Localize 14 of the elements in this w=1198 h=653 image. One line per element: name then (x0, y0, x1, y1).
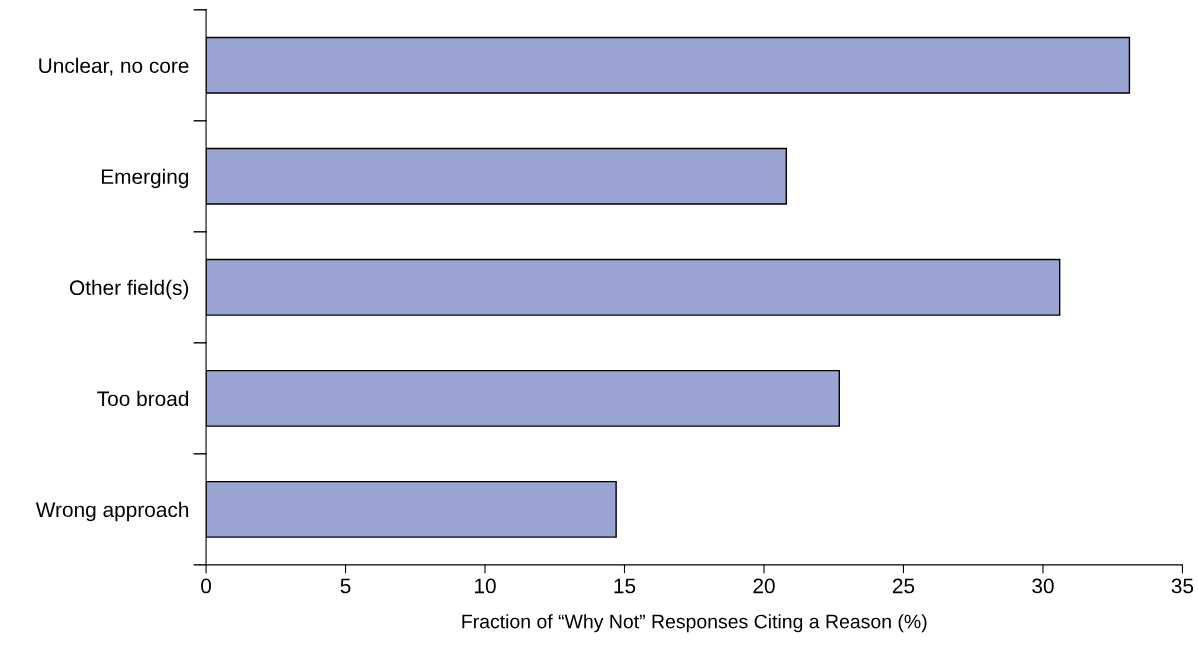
x-tick-label: 35 (1171, 578, 1194, 594)
y-tick-label: Other field(s) (69, 279, 189, 300)
y-tick-label: Emerging (101, 168, 189, 189)
x-tick-label: 25 (892, 578, 915, 594)
x-tick-label: 10 (475, 578, 496, 594)
y-tick-label: Wrong approach (35, 501, 189, 522)
x-tick-label: 30 (1032, 578, 1054, 594)
y-tick-label: Too broad (97, 390, 189, 407)
x-axis-title: Fraction of “Why Not” Responses Citing a Reason (%) (462, 614, 927, 633)
x-tick-label: 15 (614, 578, 636, 594)
x-tick-label: 0 (201, 578, 212, 594)
x-tick-label: 5 (340, 578, 351, 594)
x-tick-label: 20 (753, 578, 775, 594)
y-tick-label: Unclear, no core (39, 57, 189, 76)
